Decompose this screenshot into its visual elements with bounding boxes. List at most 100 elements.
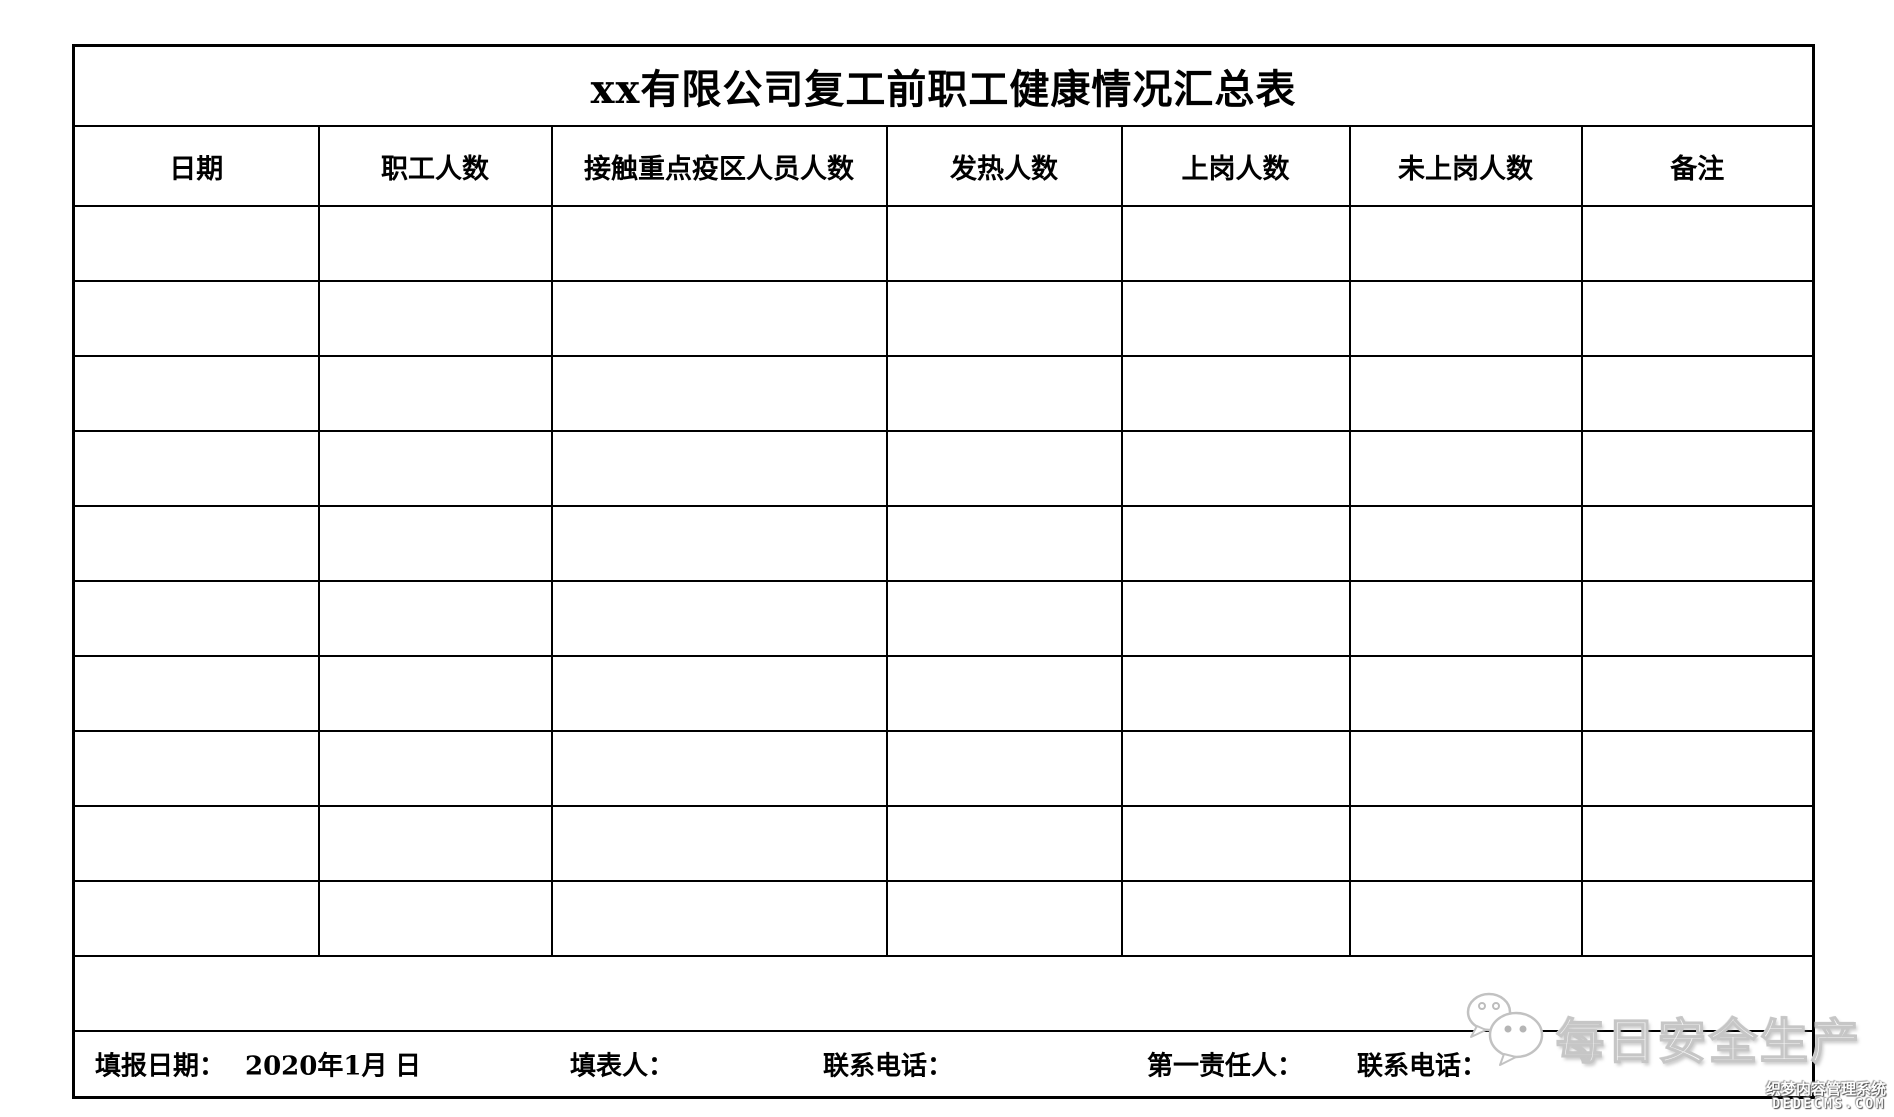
- empty-cell: [1120, 505, 1351, 582]
- empty-cell: [317, 580, 553, 657]
- empty-cell: [1120, 430, 1351, 507]
- empty-cell: [72, 430, 320, 507]
- header-cell-fever-count: 发热人数: [885, 125, 1123, 207]
- empty-cell: [885, 730, 1123, 807]
- empty-cell: [317, 730, 553, 807]
- empty-cell: [1120, 880, 1351, 957]
- empty-cell: [1580, 205, 1815, 282]
- empty-cell: [1348, 505, 1583, 582]
- table-row: [72, 505, 1815, 582]
- cms-branding: 织梦内容管理系统 DEDECMS.COM: [1766, 1081, 1886, 1112]
- empty-cell: [550, 580, 888, 657]
- empty-cell: [317, 280, 553, 357]
- table-row: [72, 430, 1815, 507]
- empty-cell: [1580, 805, 1815, 882]
- empty-cell: [1348, 730, 1583, 807]
- empty-cell: [317, 355, 553, 432]
- table-row: [72, 880, 1815, 957]
- table-row: [72, 280, 1815, 357]
- empty-cell: [72, 655, 320, 732]
- empty-cell: [317, 505, 553, 582]
- header-row: 日期 职工人数 接触重点疫区人员人数 发热人数 上岗人数 未上岗人数 备注: [72, 125, 1815, 207]
- empty-cell: [1120, 805, 1351, 882]
- empty-cell: [885, 655, 1123, 732]
- empty-cell: [72, 505, 320, 582]
- empty-cell: [885, 280, 1123, 357]
- empty-cell: [550, 505, 888, 582]
- empty-cell: [72, 205, 320, 282]
- empty-cell: [1580, 655, 1815, 732]
- empty-cell: [1580, 430, 1815, 507]
- empty-cell: [550, 355, 888, 432]
- cms-name: 织梦内容管理系统: [1765, 1080, 1886, 1098]
- empty-cell: [1348, 880, 1583, 957]
- empty-cell: [72, 580, 320, 657]
- header-cell-epidemic-contact-count: 接触重点疫区人员人数: [550, 125, 888, 207]
- table-row: [72, 205, 1815, 282]
- empty-cell: [72, 805, 320, 882]
- report-date-value: 2020年1月: [245, 1051, 388, 1082]
- empty-cell: [1120, 280, 1351, 357]
- report-date-label: 填报日期：: [95, 1051, 226, 1082]
- header-cell-not-on-duty-count: 未上岗人数: [1348, 125, 1583, 207]
- empty-cell: [1580, 880, 1815, 957]
- empty-cell: [550, 280, 888, 357]
- first-responsible-label: 第一责任人：: [1147, 1051, 1304, 1082]
- empty-cell: [1580, 580, 1815, 657]
- empty-cell: [550, 730, 888, 807]
- empty-cell: [72, 880, 320, 957]
- empty-cell: [1580, 280, 1815, 357]
- table-row: [72, 730, 1815, 807]
- footer-cell: 填报日期： 2020年1月 日 填表人： 联系电话： 第一责任人： 联系电话：: [72, 1030, 1815, 1099]
- empty-cell: [1348, 805, 1583, 882]
- table-row: [72, 805, 1815, 882]
- empty-cell: [1348, 430, 1583, 507]
- empty-cell: [72, 355, 320, 432]
- empty-cell: [550, 880, 888, 957]
- empty-cell: [550, 805, 888, 882]
- empty-cell: [317, 655, 553, 732]
- empty-cell: [72, 730, 320, 807]
- wechat-icon: [1466, 992, 1544, 1066]
- watermark-text: 每日安全生产: [1555, 1013, 1863, 1071]
- empty-cell: [885, 805, 1123, 882]
- empty-cell: [885, 880, 1123, 957]
- cms-domain: DEDECMS.COM: [1772, 1096, 1886, 1112]
- empty-cell: [1348, 655, 1583, 732]
- empty-cell: [1120, 730, 1351, 807]
- empty-cell: [1348, 580, 1583, 657]
- page-title: xx有限公司复工前职工健康情况汇总表: [72, 44, 1815, 127]
- empty-cell: [1120, 205, 1351, 282]
- empty-cell: [317, 805, 553, 882]
- title-row: xx有限公司复工前职工健康情况汇总表: [72, 44, 1815, 127]
- empty-cell: [1580, 505, 1815, 582]
- empty-cell: [1120, 580, 1351, 657]
- header-cell-employee-count: 职工人数: [317, 125, 553, 207]
- header-cell-on-duty-count: 上岗人数: [1120, 125, 1351, 207]
- empty-cell: [550, 205, 888, 282]
- empty-cell: [1120, 355, 1351, 432]
- report-date-day: 日: [395, 1051, 422, 1082]
- empty-cell: [317, 205, 553, 282]
- empty-cell: [317, 430, 553, 507]
- empty-cell: [550, 655, 888, 732]
- empty-cell: [1580, 355, 1815, 432]
- form-filler-label: 填表人：: [570, 1051, 675, 1082]
- footer-row: 填报日期： 2020年1月 日 填表人： 联系电话： 第一责任人： 联系电话：: [72, 1030, 1815, 1099]
- contact-phone-label-2: 联系电话：: [1357, 1051, 1488, 1082]
- empty-cell: [885, 505, 1123, 582]
- empty-cell: [1120, 655, 1351, 732]
- empty-cell: [317, 880, 553, 957]
- table-row: [72, 580, 1815, 657]
- wechat-watermark: 每日安全生产: [1464, 990, 1862, 1072]
- empty-cell: [1348, 355, 1583, 432]
- summary-table: xx有限公司复工前职工健康情况汇总表 日期 职工人数 接触重点疫区人员人数 发热…: [72, 44, 1816, 1099]
- empty-cell: [550, 430, 888, 507]
- empty-cell: [1580, 730, 1815, 807]
- empty-cell: [885, 430, 1123, 507]
- empty-cell: [885, 355, 1123, 432]
- header-cell-remarks: 备注: [1580, 125, 1815, 207]
- table-body: [72, 205, 1815, 957]
- empty-cell: [1348, 205, 1583, 282]
